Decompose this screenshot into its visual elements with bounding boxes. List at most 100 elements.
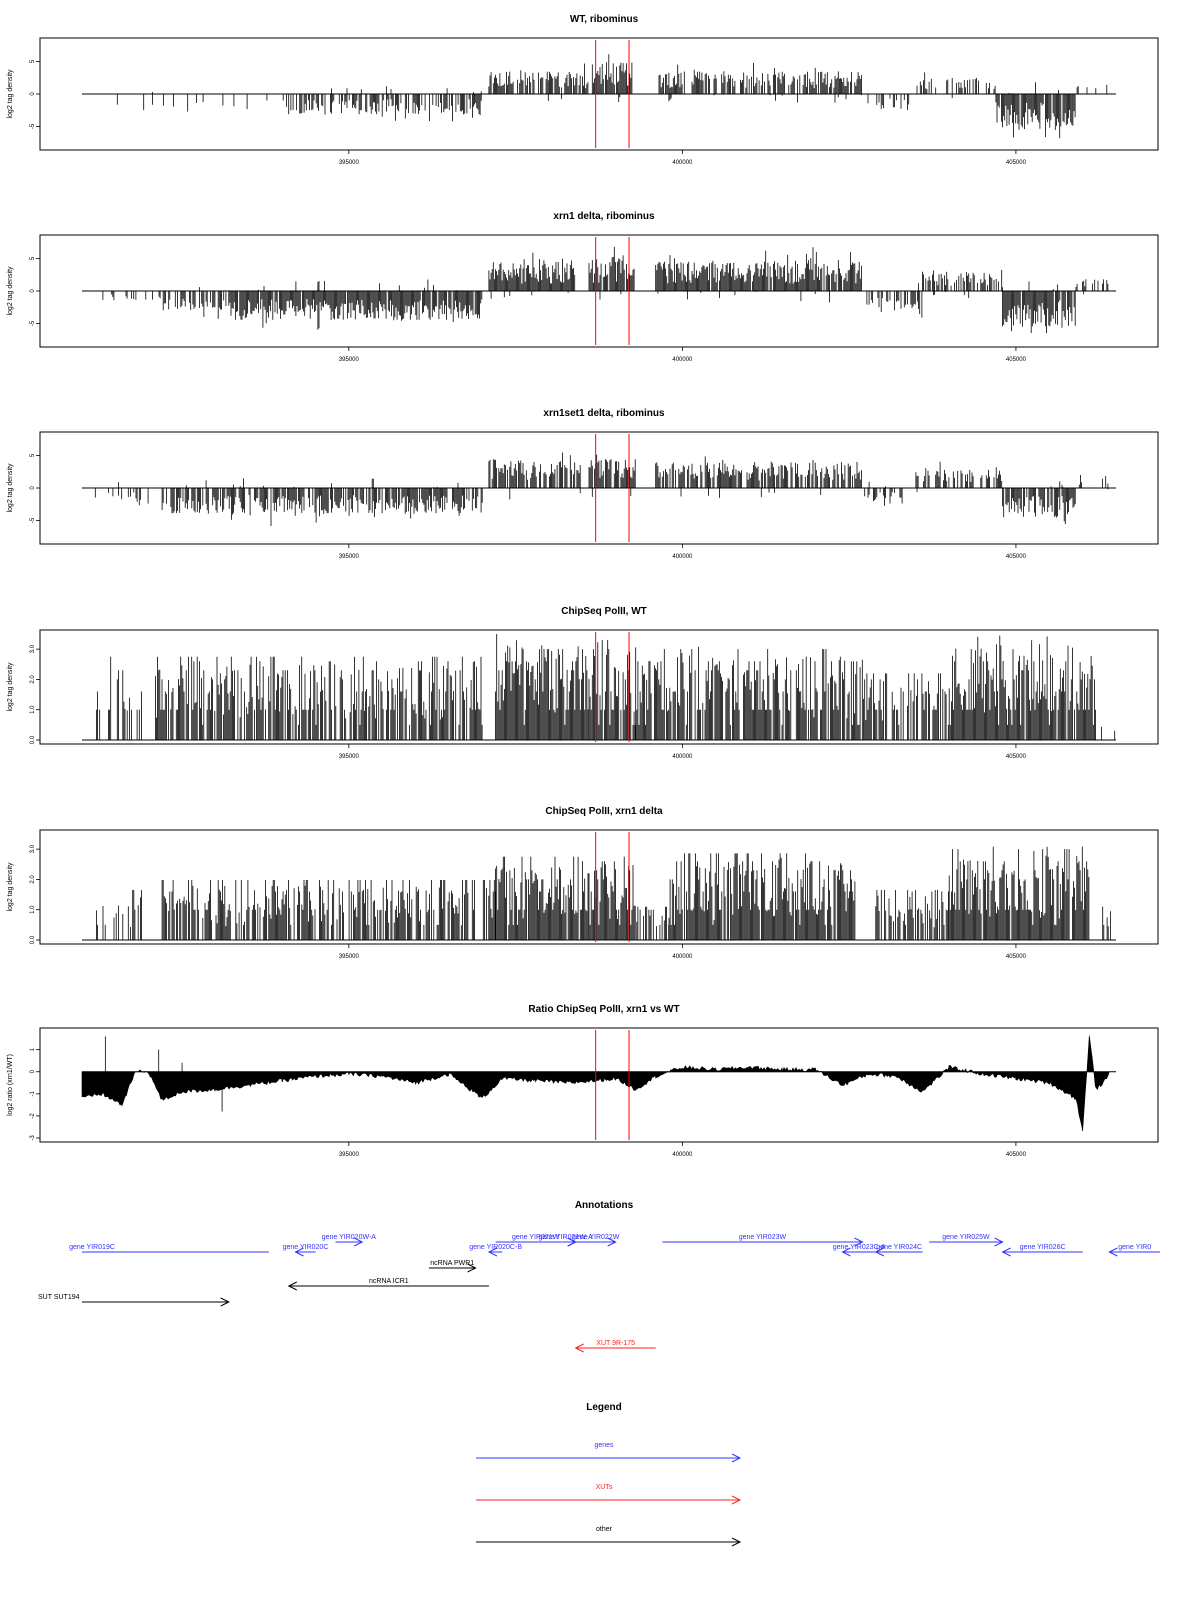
y-tick-label: 3.0 bbox=[30, 644, 36, 653]
arrow-head-left bbox=[487, 1247, 498, 1257]
y-tick-label: 3.0 bbox=[30, 844, 36, 853]
annotation-label: gene YIR024C bbox=[876, 1244, 922, 1251]
legend-label: XUTs bbox=[596, 1484, 613, 1491]
annotation-feature: gene YIR023C-A bbox=[833, 1244, 886, 1257]
arrow-head-left bbox=[841, 1247, 851, 1257]
legend-arrow-head bbox=[731, 1453, 742, 1463]
annotation-label: gene YIR019C bbox=[69, 1244, 115, 1251]
legend-title: Legend bbox=[586, 1402, 622, 1413]
legend: Legend genes XUTs other bbox=[476, 1402, 742, 1547]
annotation-feature: gene YIR023W bbox=[662, 1234, 864, 1247]
x-tick-label: 395000 bbox=[339, 1152, 360, 1158]
chart-title: ChipSeq PolII, WT bbox=[561, 606, 647, 617]
annotation-feature: gene YIR020W-A bbox=[322, 1234, 377, 1247]
annotation-label: gene YIR021W bbox=[512, 1234, 560, 1241]
y-tick-label: 1.0 bbox=[30, 905, 36, 914]
annotation-feature: XUT 9R-175 bbox=[574, 1340, 656, 1353]
y-tick-label: 0.0 bbox=[30, 935, 36, 944]
plot-frame bbox=[39, 1027, 1159, 1143]
y-tick-label: 5 bbox=[30, 59, 36, 63]
y-tick-label: -3 bbox=[30, 1135, 36, 1141]
arrow-head-right bbox=[467, 1263, 477, 1273]
annotation-label: gene YIR023C-A bbox=[833, 1244, 886, 1251]
annotation-feature: gene YIR026C bbox=[1001, 1244, 1083, 1257]
x-tick-label: 400000 bbox=[672, 1152, 693, 1158]
y-axis-label: log2 tag density bbox=[7, 69, 14, 119]
annotation-label: SUT SUT194 bbox=[38, 1294, 80, 1301]
annotation-feature: ncRNA PWR1 bbox=[428, 1260, 477, 1273]
x-tick-label: 395000 bbox=[339, 554, 360, 560]
arrow-head-right bbox=[607, 1237, 617, 1247]
annotation-feature: gene YIR024C bbox=[874, 1244, 923, 1257]
chart-title: ChipSeq PolII, xrn1 delta bbox=[545, 806, 663, 817]
annotation-feature: gene YIR025W bbox=[929, 1234, 1004, 1247]
x-tick-label: 405000 bbox=[1006, 754, 1027, 760]
chart-title: Ratio ChipSeq PolII, xrn1 vs WT bbox=[528, 1004, 679, 1015]
y-axis-label: log2 tag density bbox=[7, 862, 14, 912]
arrow-head-left bbox=[294, 1247, 304, 1257]
y-tick-label: 0 bbox=[30, 92, 36, 96]
legend-item: genes bbox=[476, 1442, 742, 1463]
y-tick-label: 1.0 bbox=[30, 705, 36, 714]
chart-panel-2: xrn1 delta, ribominus log2 tag density -5 0… bbox=[7, 211, 1159, 363]
x-tick-label: 405000 bbox=[1006, 554, 1027, 560]
annotation-label: gene YIR020C bbox=[283, 1244, 329, 1251]
x-tick-label: 395000 bbox=[339, 754, 360, 760]
y-tick-label: -1 bbox=[30, 1091, 36, 1097]
y-tick-label: 0 bbox=[30, 289, 36, 293]
annotation-feature: gene YIR020C-B bbox=[469, 1244, 522, 1257]
annotation-feature: gene YIR022W bbox=[572, 1234, 620, 1247]
annotation-feature: SUT SUT194 bbox=[38, 1294, 230, 1307]
arrow-head-left bbox=[287, 1281, 298, 1291]
x-tick-label: 405000 bbox=[1006, 954, 1027, 960]
bar-series bbox=[102, 246, 1109, 334]
y-tick-label: 2.0 bbox=[30, 675, 36, 684]
annotation-label: gene YIR023W bbox=[739, 1234, 787, 1241]
y-axis-label: log2 tag density bbox=[7, 266, 14, 316]
plot-frame bbox=[39, 829, 1159, 945]
bar-series bbox=[96, 846, 1111, 940]
annotation-label: ncRNA PWR1 bbox=[430, 1260, 474, 1267]
annotation-label: gene YIR021W-A bbox=[539, 1234, 594, 1241]
x-tick-label: 400000 bbox=[672, 954, 693, 960]
bar-series bbox=[94, 452, 1109, 526]
bar-series bbox=[116, 54, 1108, 139]
annotation-label: gene YIR0 bbox=[1118, 1244, 1151, 1251]
arrow-head-right bbox=[353, 1237, 364, 1247]
annotations-track: Annotations gene YIR019C gene YIR020W-A gen… bbox=[38, 1200, 1160, 1353]
x-tick-label: 395000 bbox=[339, 357, 360, 363]
y-tick-label: -5 bbox=[30, 517, 36, 523]
ratio-area bbox=[81, 1035, 1110, 1132]
annotation-feature: gene YIR019C bbox=[69, 1244, 269, 1253]
annotation-feature: gene YIR0 bbox=[1108, 1244, 1160, 1257]
arrow-head-right bbox=[994, 1237, 1004, 1247]
y-tick-label: -5 bbox=[30, 320, 36, 326]
legend-label: other bbox=[596, 1526, 613, 1533]
x-tick-label: 400000 bbox=[672, 357, 693, 363]
y-tick-label: 0.0 bbox=[30, 735, 36, 744]
arrow-head-right bbox=[220, 1297, 230, 1307]
arrow-head-left bbox=[574, 1343, 584, 1353]
x-tick-label: 405000 bbox=[1006, 357, 1027, 363]
y-tick-label: 1 bbox=[30, 1047, 36, 1051]
annotation-label: gene YIR026C bbox=[1020, 1244, 1066, 1251]
arrow-head-left bbox=[1108, 1247, 1118, 1257]
chart-panel-4: ChipSeq PolII, WT log2 tag density 0.0 1.0 2… bbox=[7, 606, 1159, 760]
chart-title: WT, ribominus bbox=[570, 14, 639, 25]
annotation-label: gene YIR020C-B bbox=[469, 1244, 522, 1251]
chart-panel-3: xrn1set1 delta, ribominus log2 tag densit… bbox=[7, 408, 1159, 560]
x-tick-label: 405000 bbox=[1006, 160, 1027, 166]
y-tick-label: 5 bbox=[30, 453, 36, 457]
legend-arrow-head bbox=[731, 1495, 742, 1505]
y-axis-label: log2 ratio (xrn1/WT) bbox=[7, 1054, 14, 1116]
chart-panel-5: ChipSeq PolII, xrn1 delta log2 tag densit… bbox=[7, 806, 1159, 960]
annotation-label: ncRNA ICR1 bbox=[369, 1278, 409, 1285]
annotation-feature: ncRNA ICR1 bbox=[287, 1278, 489, 1291]
x-tick-label: 400000 bbox=[672, 160, 693, 166]
annotation-label: gene YIR020W-A bbox=[322, 1234, 377, 1241]
annotation-label: gene YIR022W bbox=[572, 1234, 620, 1241]
y-axis-label: log2 tag density bbox=[7, 662, 14, 712]
annotation-label: XUT 9R-175 bbox=[596, 1340, 635, 1347]
arrow-head-right bbox=[854, 1237, 864, 1247]
